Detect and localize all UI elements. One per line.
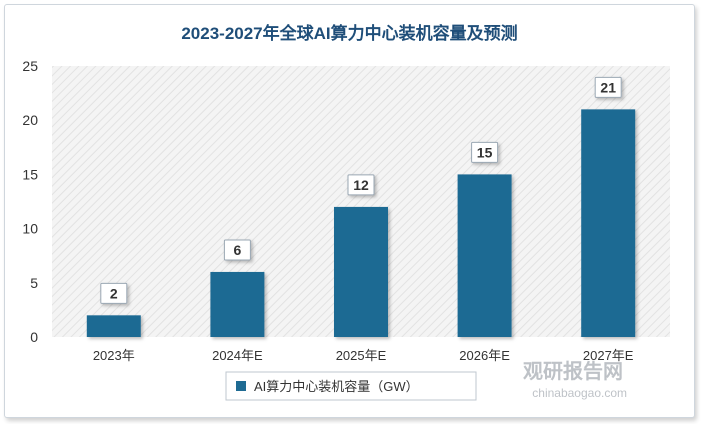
legend-box — [225, 371, 477, 401]
x-tick-label: 2027年E — [583, 348, 634, 363]
watermark-url: chinabaogao.com — [532, 386, 627, 400]
data-label: 6 — [223, 239, 251, 261]
bar — [210, 271, 265, 337]
legend-swatch — [236, 381, 246, 391]
y-tick-label: 25 — [22, 58, 38, 74]
y-tick-label: 10 — [22, 221, 38, 237]
bar — [457, 174, 512, 337]
data-label: 2 — [100, 282, 128, 304]
bar — [581, 109, 636, 337]
svg-text:6: 6 — [234, 242, 242, 258]
legend: AI算力中心装机容量（GW） — [225, 371, 477, 401]
x-tick-label: 2024年E — [212, 348, 263, 363]
svg-text:2: 2 — [110, 285, 118, 301]
chart-title: 2023-2027年全球AI算力中心装机容量及预测 — [181, 24, 518, 43]
bar — [334, 206, 388, 337]
svg-text:15: 15 — [477, 144, 493, 160]
data-label: 12 — [347, 174, 375, 196]
y-tick-label: 20 — [22, 112, 38, 128]
y-tick-label: 5 — [30, 275, 38, 291]
x-tick-label: 2026年E — [459, 348, 510, 363]
bar-series: 2 6 12 15 21 — [86, 76, 636, 337]
data-label: 21 — [594, 76, 622, 98]
svg-text:12: 12 — [353, 177, 369, 193]
y-tick-label: 0 — [30, 329, 38, 345]
x-axis: 2023年 2024年E 2025年E 2026年E 2027年E — [93, 348, 634, 363]
y-tick-label: 15 — [22, 166, 38, 182]
data-label: 15 — [471, 141, 499, 163]
x-tick-label: 2023年 — [93, 348, 135, 363]
watermark-brand: 观研报告网 — [523, 361, 623, 383]
x-tick-label: 2025年E — [336, 348, 387, 363]
bar — [86, 315, 141, 337]
svg-text:21: 21 — [600, 79, 616, 95]
legend-label: AI算力中心装机容量（GW） — [254, 379, 419, 394]
y-axis: 0 5 10 15 20 25 — [22, 58, 38, 345]
